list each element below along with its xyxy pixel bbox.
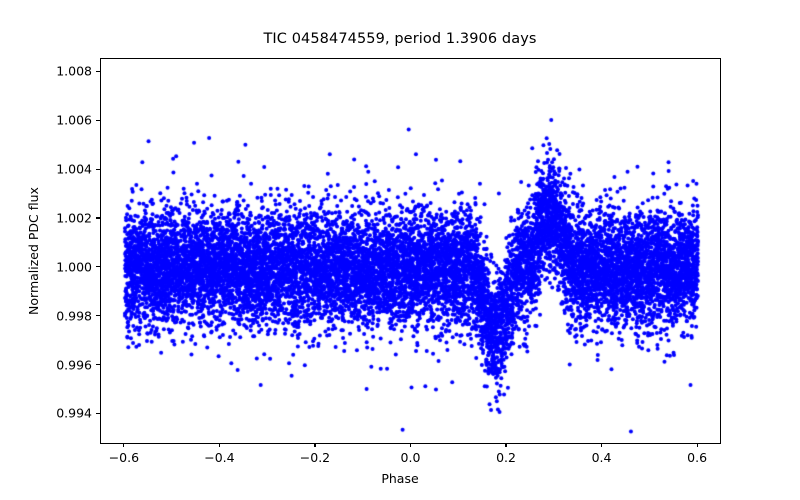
y-tick-label: 1.004 bbox=[56, 161, 92, 177]
y-axis-tick-labels: 0.994 0.996 0.998 1.000 1.002 1.004 1.006 1.008 bbox=[28, 0, 92, 500]
y-tick-mark bbox=[96, 315, 100, 317]
x-tick-mark bbox=[314, 443, 316, 448]
x-tick-label: 0.4 bbox=[591, 450, 612, 465]
x-tick-label: −0.6 bbox=[108, 450, 140, 465]
y-tick-label: 0.994 bbox=[56, 405, 92, 421]
y-tick-mark bbox=[96, 412, 100, 414]
scatter-plot-points bbox=[101, 59, 720, 443]
x-tick-mark bbox=[505, 443, 507, 448]
y-tick-mark bbox=[96, 266, 100, 268]
x-tick-mark bbox=[123, 443, 125, 448]
x-axis-label: Phase bbox=[381, 471, 419, 486]
x-axis-tick-labels: −0.6 −0.4 −0.2 0.0 0.2 0.4 0.6 bbox=[0, 450, 800, 470]
x-tick-mark bbox=[409, 443, 412, 448]
page-title: TIC 0458474559, period 1.3906 days bbox=[263, 31, 537, 47]
y-tick-label: 0.996 bbox=[56, 357, 92, 373]
x-tick-mark bbox=[601, 443, 603, 448]
y-tick-label: 1.006 bbox=[56, 112, 92, 128]
y-tick-label: 1.008 bbox=[56, 63, 92, 79]
y-tick-label: 1.000 bbox=[56, 259, 92, 275]
y-axis-tick-marks bbox=[96, 0, 100, 500]
y-tick-mark bbox=[96, 217, 100, 219]
y-tick-label: 1.002 bbox=[56, 210, 92, 226]
x-tick-mark bbox=[218, 443, 220, 448]
plot-area bbox=[100, 58, 721, 444]
y-axis-label: Normalized PDC flux bbox=[26, 187, 41, 315]
x-tick-label: −0.4 bbox=[204, 450, 235, 465]
x-tick-mark bbox=[696, 443, 698, 448]
x-tick-label: 0.6 bbox=[687, 450, 708, 465]
y-tick-mark bbox=[96, 70, 100, 72]
y-tick-mark bbox=[96, 168, 100, 170]
x-tick-label: 0.0 bbox=[400, 450, 421, 465]
x-axis-tick-marks bbox=[0, 443, 800, 448]
y-tick-mark bbox=[96, 364, 100, 366]
x-tick-label: −0.2 bbox=[299, 450, 331, 465]
y-tick-mark bbox=[96, 119, 100, 121]
x-tick-label: 0.2 bbox=[496, 450, 516, 465]
y-tick-label: 0.998 bbox=[56, 308, 92, 324]
